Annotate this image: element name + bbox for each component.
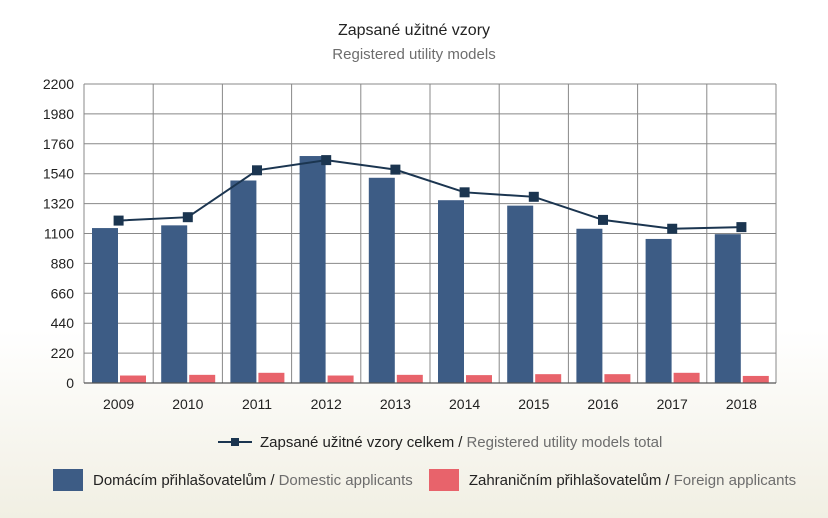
- total-point: [459, 187, 470, 198]
- bar-domestic: [368, 177, 395, 383]
- legend-bars: Domácím přihlašovatelům / Domestic appli…: [53, 469, 796, 491]
- bar-domestic: [438, 200, 464, 383]
- bar-domestic: [714, 234, 741, 383]
- x-tick-label: 2013: [380, 396, 411, 412]
- y-tick-label: 880: [51, 255, 75, 271]
- total-point: [667, 223, 678, 234]
- domestic-swatch: [53, 469, 83, 491]
- bar-foreign: [535, 374, 562, 383]
- legend-separator: /: [458, 433, 463, 451]
- x-tick-label: 2010: [172, 396, 203, 412]
- y-tick-label: 660: [51, 285, 75, 301]
- foreign-swatch: [428, 469, 459, 491]
- total-point: [321, 155, 332, 166]
- total-point: [182, 212, 193, 223]
- bar-foreign: [258, 372, 285, 383]
- total-line: [118, 159, 742, 230]
- chart-subtitle: Registered utility models: [332, 46, 496, 63]
- y-tick-label: 2200: [43, 76, 74, 92]
- legend-total: Zapsané užitné vzory celkem / Registered…: [218, 432, 662, 452]
- x-tick-label: 2018: [726, 396, 757, 412]
- legend-foreign-en: Foreign applicants: [673, 471, 797, 489]
- bar-foreign: [466, 375, 492, 383]
- x-tick-label: 2009: [103, 396, 134, 412]
- legend-total-en: Registered utility models total: [466, 433, 663, 451]
- total-point: [598, 214, 608, 225]
- bar-domestic: [576, 228, 603, 383]
- x-tick-label: 2016: [587, 396, 618, 412]
- x-tick-label: 2015: [518, 396, 549, 412]
- bar-foreign: [673, 372, 700, 383]
- x-tick-label: 2011: [242, 396, 272, 412]
- y-tick-label: 220: [51, 345, 75, 361]
- total-point: [252, 165, 262, 176]
- bar-foreign: [120, 375, 146, 383]
- y-tick-label: 1320: [43, 196, 74, 212]
- y-tick-label: 1760: [43, 136, 74, 152]
- bar-foreign: [396, 374, 423, 383]
- legend-domestic-en: Domestic applicants: [278, 471, 413, 489]
- chart-plot: 0 220 440 660 880 1100 1320 1540 1760 1980 2200 200…: [43, 76, 777, 412]
- bar-domestic: [161, 225, 188, 383]
- total-point: [390, 164, 401, 175]
- bar-foreign: [327, 375, 354, 383]
- line-marker-icon: [218, 436, 252, 448]
- bar-domestic: [507, 205, 534, 383]
- total-point: [528, 191, 539, 202]
- legend-domestic: Domácím přihlašovatelům / Domestic appli…: [53, 469, 413, 491]
- legend-foreign-cz: Zahraničním přihlašovatelům: [468, 471, 662, 489]
- bar-domestic: [299, 156, 326, 383]
- legend-domestic-cz: Domácím přihlašovatelům: [93, 471, 267, 489]
- legend-total-cz: Zapsané užitné vzory celkem: [260, 433, 455, 451]
- legend-separator: /: [665, 471, 670, 489]
- y-tick-label: 0: [66, 375, 74, 391]
- bar-domestic: [92, 228, 118, 383]
- bar-foreign: [189, 374, 216, 383]
- bar-domestic: [645, 238, 672, 383]
- total-point: [736, 222, 747, 233]
- chart-title: Zapsané užitné vzory: [337, 22, 491, 39]
- bar-foreign: [742, 375, 769, 383]
- bar-domestic: [230, 180, 257, 383]
- x-tick-label: 2014: [449, 396, 480, 412]
- total-point: [113, 215, 124, 226]
- y-tick-label: 1100: [44, 226, 74, 242]
- x-tick-label: 2012: [311, 396, 342, 412]
- legend-foreign: Zahraničním přihlašovatelům / Foreign ap…: [428, 469, 797, 491]
- y-tick-label: 440: [51, 315, 75, 331]
- legend-separator: /: [270, 471, 275, 489]
- bar-foreign: [604, 374, 631, 383]
- y-tick-label: 1980: [43, 106, 74, 122]
- y-tick-label: 1540: [43, 166, 74, 182]
- x-tick-label: 2017: [657, 396, 688, 412]
